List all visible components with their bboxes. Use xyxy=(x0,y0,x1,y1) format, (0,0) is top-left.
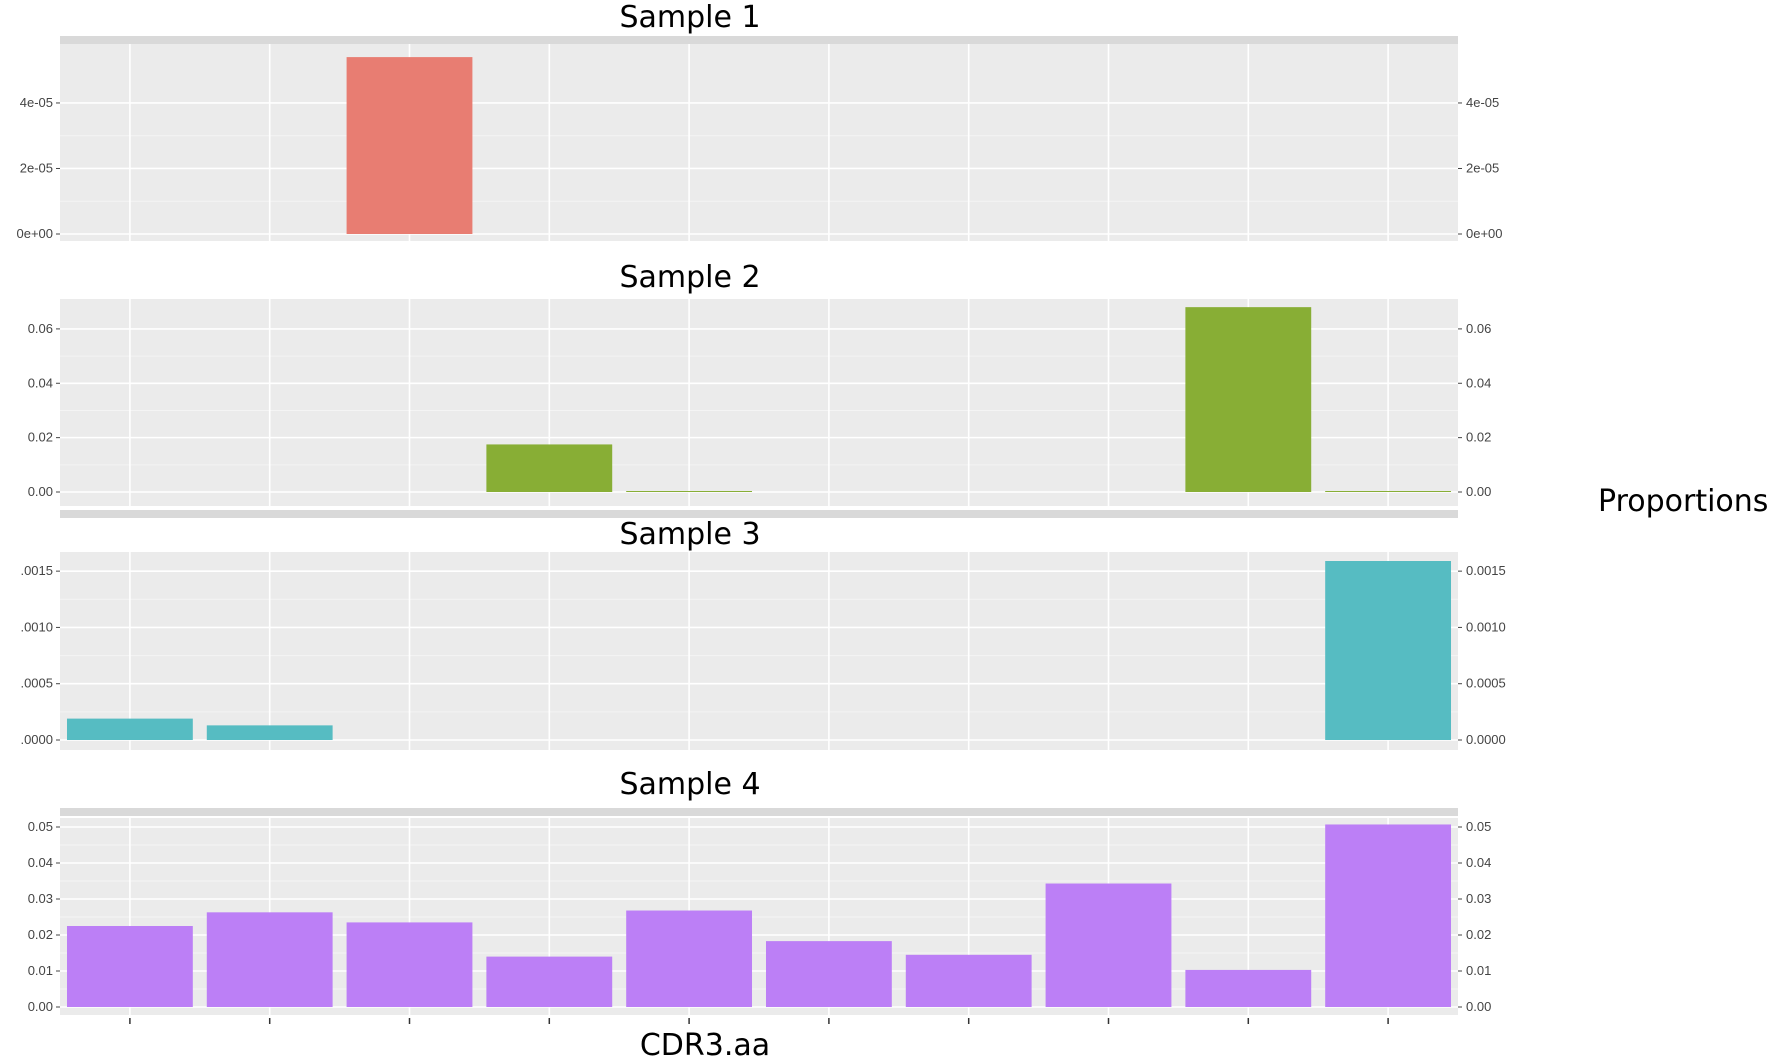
panel-title: Sample 2 xyxy=(619,260,760,295)
y-tick-label-left: .0015 xyxy=(20,563,53,578)
y-tick-label-left: 0.05 xyxy=(28,819,53,834)
y-tick-label-left: 4e-05 xyxy=(20,95,53,110)
bar xyxy=(1045,883,1172,1007)
y-tick-label-right: 0.03 xyxy=(1466,891,1491,906)
panel-title: Sample 1 xyxy=(619,0,760,35)
y-tick-label-left: 0.00 xyxy=(28,484,53,499)
y-tick-label-right: 0.06 xyxy=(1466,321,1491,336)
y-tick-label-left: .0010 xyxy=(20,619,53,634)
bar xyxy=(206,912,333,1007)
y-tick-label-left: 0.04 xyxy=(28,375,53,390)
y-tick-label-right: 0.00 xyxy=(1466,999,1491,1014)
bar xyxy=(66,926,193,1007)
plot-background xyxy=(60,552,1458,750)
plot-background xyxy=(60,44,1458,241)
y-tick-label-right: 0.0010 xyxy=(1466,619,1506,634)
bar xyxy=(346,922,473,1007)
bar xyxy=(346,57,473,234)
y-tick-label-left: 2e-05 xyxy=(20,160,53,175)
bar xyxy=(486,444,613,492)
y-tick-label-right: 0e+00 xyxy=(1466,226,1503,241)
bar xyxy=(1325,824,1452,1007)
bar xyxy=(1185,307,1312,492)
y-tick-label-right: 0.0005 xyxy=(1466,676,1506,691)
y-tick-label-right: 0.04 xyxy=(1466,375,1491,390)
y-tick-label-left: 0.02 xyxy=(28,927,53,942)
bar xyxy=(626,491,753,492)
y-tick-label-right: 0.04 xyxy=(1466,855,1491,870)
panel-2: 0.00 0.00 0.02 0.02 0.04 0.04 0.06 0.06 Sample 2 xyxy=(28,260,1491,506)
panel-title: Sample 4 xyxy=(619,767,760,802)
y-axis-label: Proportions xyxy=(1598,484,1768,519)
y-tick-label-left: .0005 xyxy=(20,676,53,691)
y-tick-label-right: 0.02 xyxy=(1466,927,1491,942)
y-tick-label-left: 0.01 xyxy=(28,963,53,978)
panel-1: 0e+00 0e+00 2e-05 2e-05 4e-05 4e-05 Sample 1 xyxy=(16,0,1503,241)
panel-3: .0000 0.0000 .0005 0.0005 .0010 0.0010 .0015 0.… xyxy=(20,510,1506,750)
bar xyxy=(66,718,193,740)
bar xyxy=(905,954,1032,1007)
facet-strip xyxy=(60,510,1458,518)
y-tick-label-left: .0000 xyxy=(20,732,53,747)
y-tick-label-right: 0.02 xyxy=(1466,430,1491,445)
y-tick-label-left: 0e+00 xyxy=(16,226,53,241)
panel-4: 0.00 0.00 0.01 0.01 0.02 0.02 0.03 0.03 0.04 0.04… xyxy=(28,767,1491,1024)
y-tick-label-right: 0.00 xyxy=(1466,484,1491,499)
bar xyxy=(486,956,613,1007)
facet-strip xyxy=(60,36,1458,44)
y-tick-label-right: 0.0015 xyxy=(1466,563,1506,578)
bar xyxy=(1185,969,1312,1007)
y-tick-label-right: 4e-05 xyxy=(1466,95,1499,110)
bar xyxy=(626,910,753,1007)
y-tick-label-left: 0.06 xyxy=(28,321,53,336)
bar xyxy=(1325,491,1452,492)
y-tick-label-left: 0.03 xyxy=(28,891,53,906)
bar xyxy=(206,725,333,740)
y-tick-label-right: 2e-05 xyxy=(1466,160,1499,175)
y-tick-label-left: 0.02 xyxy=(28,430,53,445)
x-axis-label: CDR3.aa xyxy=(640,1028,770,1063)
y-tick-label-left: 0.00 xyxy=(28,999,53,1014)
bar xyxy=(1325,561,1452,740)
y-tick-label-right: 0.05 xyxy=(1466,819,1491,834)
facet-strip xyxy=(60,808,1458,816)
bar xyxy=(765,941,892,1007)
panel-title: Sample 3 xyxy=(619,517,760,552)
y-tick-label-left: 0.04 xyxy=(28,855,53,870)
y-tick-label-right: 0.0000 xyxy=(1466,732,1506,747)
y-tick-label-right: 0.01 xyxy=(1466,963,1491,978)
